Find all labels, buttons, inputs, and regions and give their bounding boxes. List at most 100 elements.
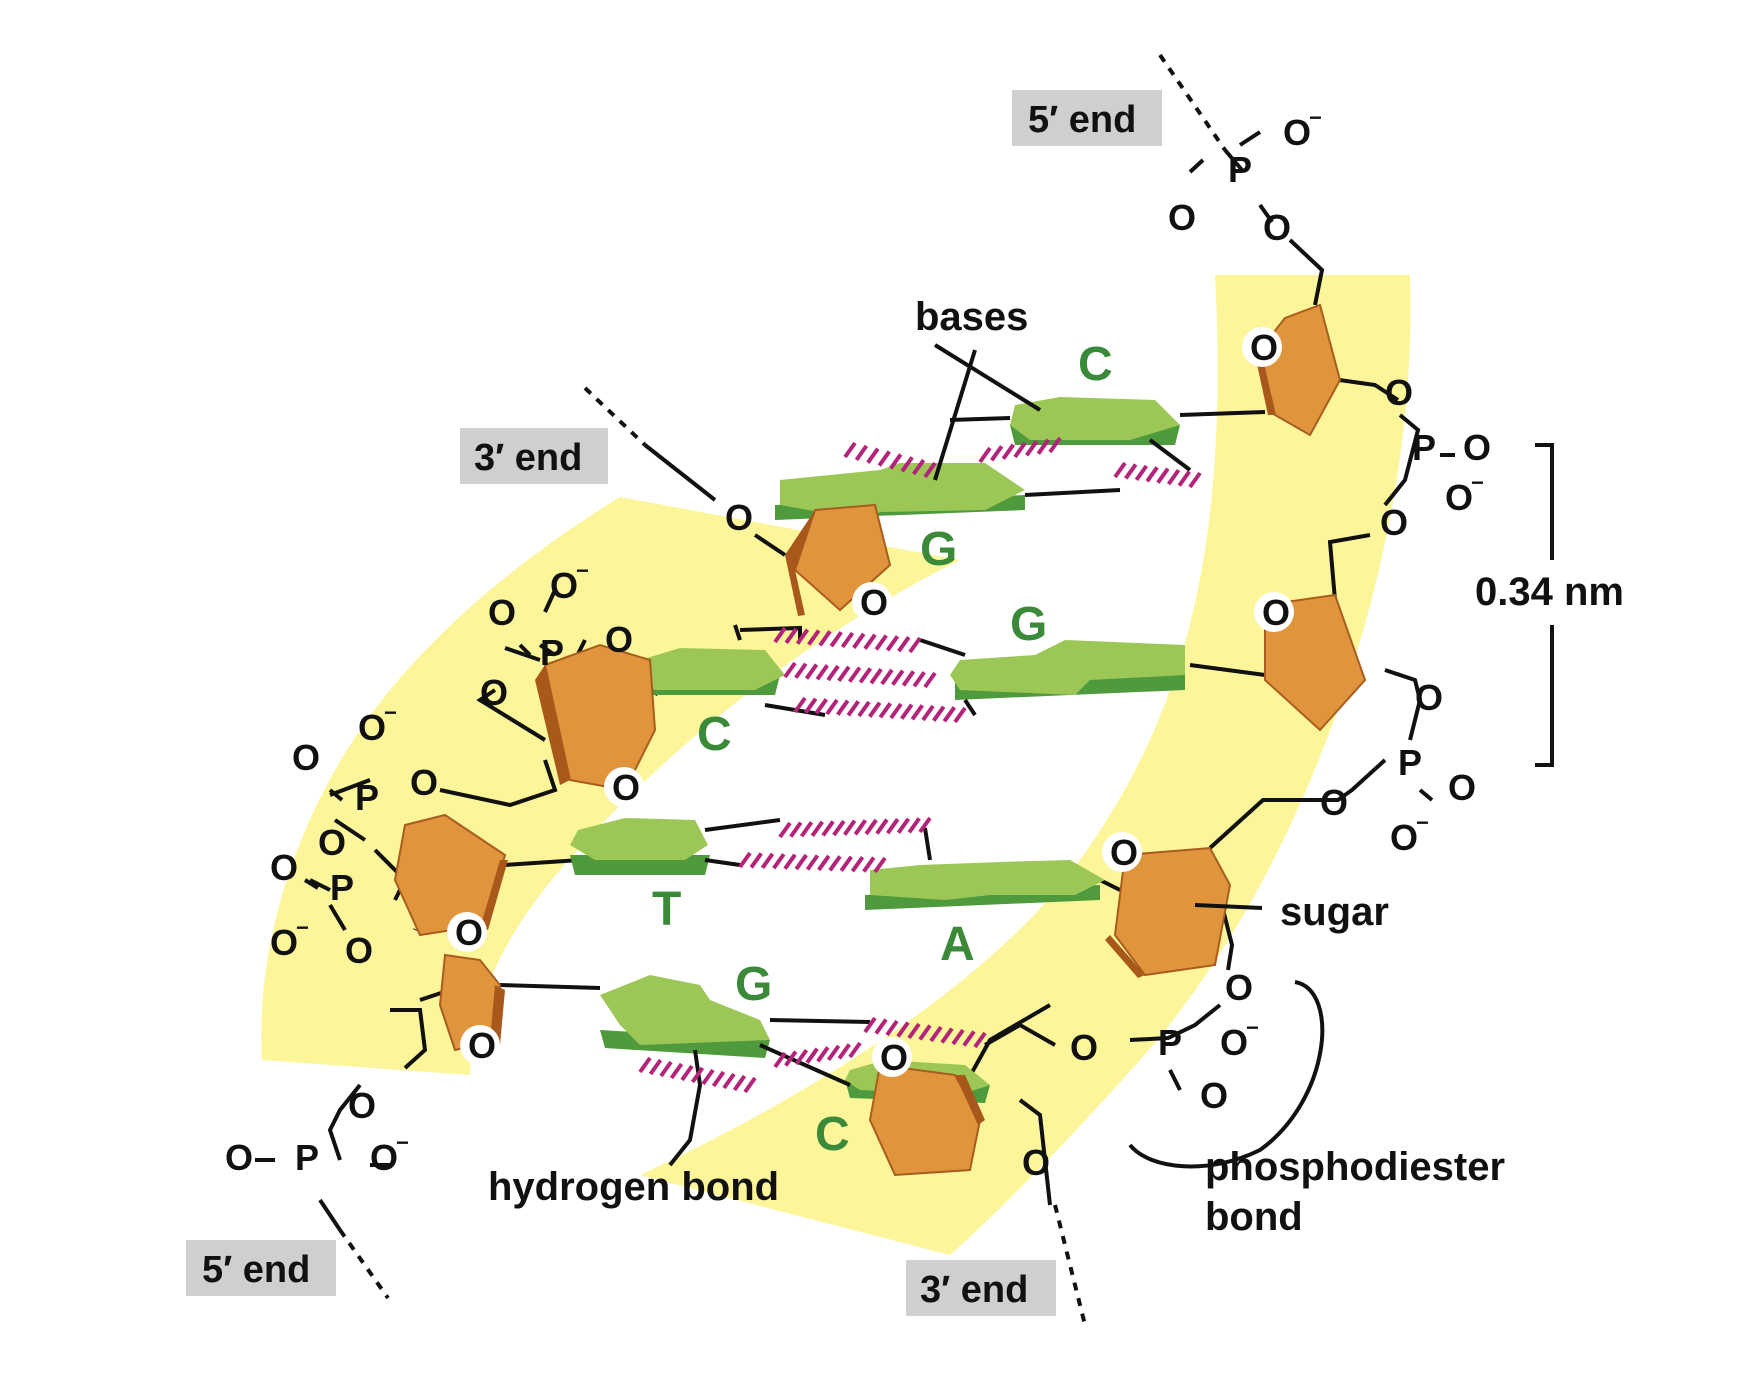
hydrogen-bond-hatch	[908, 636, 922, 654]
hydrogen-bond-hatch	[847, 666, 862, 683]
hydrogen-bond-hatch	[828, 855, 842, 872]
hydrogen-bond-hatch	[773, 626, 787, 644]
oxygen-atom: O	[550, 565, 578, 606]
phosphodiester-label-line1: phosphodiester	[1205, 1145, 1505, 1189]
hydrogen-bond-hatch	[839, 855, 853, 872]
hydrogen-bond-hatch	[897, 636, 911, 653]
hydrogen-bond-hatch	[852, 632, 866, 649]
hydrogen-bond-hatch	[978, 446, 992, 464]
oxygen-atom: O	[270, 922, 298, 963]
base-letter-c1: C	[1078, 338, 1113, 391]
oxygen-atom: O	[410, 762, 438, 803]
oxygen-atom: O	[1463, 427, 1491, 468]
oxygen-atom: O	[1220, 1022, 1248, 1063]
hydrogen-bond-hatch	[877, 450, 891, 467]
hydrogen-bond-hatch	[793, 696, 807, 714]
hydrogen-bond-hatch	[850, 856, 865, 873]
oxygen-atom: O	[1385, 372, 1413, 413]
hydrogen-bond-hatch	[783, 661, 797, 679]
spacing-label: 0.34 nm	[1475, 570, 1624, 614]
hydrogen-bond-hatch	[1124, 463, 1138, 480]
atom-halo	[447, 912, 487, 952]
hydrogen-bond-hatch	[953, 706, 967, 724]
hydrogen-bond-hatch	[873, 856, 887, 874]
hydrogen-bond-hatch	[910, 704, 924, 721]
sugar-4	[535, 643, 657, 792]
phosphorus-atom: P	[295, 1137, 319, 1178]
hydrogen-bond-hatch	[880, 668, 894, 686]
oxygen-atom: O	[370, 1137, 398, 1178]
hydrogen-bond-hatch	[783, 853, 797, 870]
phosphorus-atom: P	[1158, 1022, 1182, 1063]
oxygen-atom: O	[1022, 1142, 1050, 1183]
sugar-7	[438, 953, 505, 1052]
hydrogen-bond-hatch	[722, 1072, 736, 1090]
hydrogen-bond-hatch	[1188, 471, 1202, 489]
hydrogen-bond-hatch	[738, 851, 752, 869]
sugar-6	[1105, 846, 1232, 978]
hydrogen-bond-hatch	[918, 1024, 932, 1041]
strand-continuation-bottom-right	[1053, 1204, 1087, 1326]
phosphorus-atom: P	[540, 632, 564, 673]
base-letter-t: T	[652, 883, 681, 936]
phosphorus-atom: P	[330, 867, 354, 908]
hydrogen-bond-hatch	[896, 817, 911, 834]
oxygen-atom: O	[1415, 677, 1443, 718]
oxygen-atom: O	[1390, 817, 1418, 858]
hydrogen-bond-hatch	[836, 699, 850, 716]
base-letter-c2: C	[697, 708, 732, 761]
hydrogen-bond-hatch	[885, 1019, 899, 1037]
hydrogen-bond-hatch	[1145, 466, 1159, 483]
hydrogen-bond-label: hydrogen bond	[488, 1165, 779, 1209]
hydrogen-bond-hatch	[918, 816, 932, 834]
hydrogen-bond-hatch	[901, 670, 916, 687]
hydrogen-bond-hatch	[866, 447, 880, 464]
base-a	[865, 860, 1105, 910]
oxygen-atom: O	[1283, 112, 1311, 153]
hydrogen-bond-hatch	[842, 819, 857, 836]
atom-halo	[460, 1025, 500, 1065]
strand-continuation-top-right	[1158, 53, 1227, 152]
oxygen-atom: O	[318, 822, 346, 863]
atom-halo	[1242, 327, 1282, 367]
hydrogen-bond-hatch	[1177, 470, 1191, 487]
hydrogen-bond-hatch	[832, 819, 846, 837]
hydrogen-bond-hatch	[868, 701, 882, 718]
hydrogen-bond-hatch	[732, 1074, 747, 1092]
negative-charge: −	[576, 558, 589, 583]
glycosidic-bonds	[499, 410, 1266, 1086]
oxygen-atom: O	[860, 582, 888, 623]
phosphorus-atom: P	[1412, 427, 1436, 468]
hydrogen-bond-hatch	[680, 1064, 694, 1082]
oxygen-atom: O	[1225, 967, 1253, 1008]
hydrogen-bond-hatch	[863, 1016, 877, 1034]
hydrogen-bond-hatch	[1166, 468, 1181, 486]
hydrogen-bond-hatch	[778, 821, 792, 839]
double-bond-mark	[1168, 1069, 1182, 1091]
hydrogen-bond-hatch	[951, 1028, 965, 1046]
hydrogen-bond-hatch	[858, 667, 873, 684]
hydrogen-bond-hatch	[648, 1058, 663, 1076]
hydrogen-bond-hatch	[863, 633, 877, 650]
hydrogen-bond-hatch	[911, 458, 926, 476]
base-letter-g2: G	[1010, 598, 1047, 651]
hydrogen-bond-hatch	[862, 856, 876, 873]
hydrogen-bond-hatch	[874, 1018, 888, 1035]
hydrogen-bond-hatch	[815, 664, 829, 681]
hydrogen-bond-hatch	[773, 1051, 787, 1069]
hydrogen-bond-hatch	[864, 818, 878, 836]
base-g3	[600, 975, 770, 1058]
hydrogen-bond-hatch	[690, 1066, 705, 1084]
negative-charge: −	[1309, 105, 1322, 130]
hydrogen-bond-hatch	[891, 669, 905, 686]
hydrogen-bond-hatch	[929, 1025, 943, 1043]
hydrogen-bond-hatch	[818, 630, 832, 647]
hydrogen-bond-hatch	[795, 628, 810, 645]
sugar-pointer	[1194, 903, 1263, 910]
hydrogen-bond-hatch	[784, 627, 798, 644]
oxygen-atom: O	[225, 1137, 253, 1178]
phosphorus-atom: P	[355, 777, 379, 818]
hydrogen-bond-hatch	[846, 700, 860, 717]
hydrogen-bond-hatch	[840, 631, 855, 649]
hydrogen-bond-hatch	[794, 853, 808, 871]
